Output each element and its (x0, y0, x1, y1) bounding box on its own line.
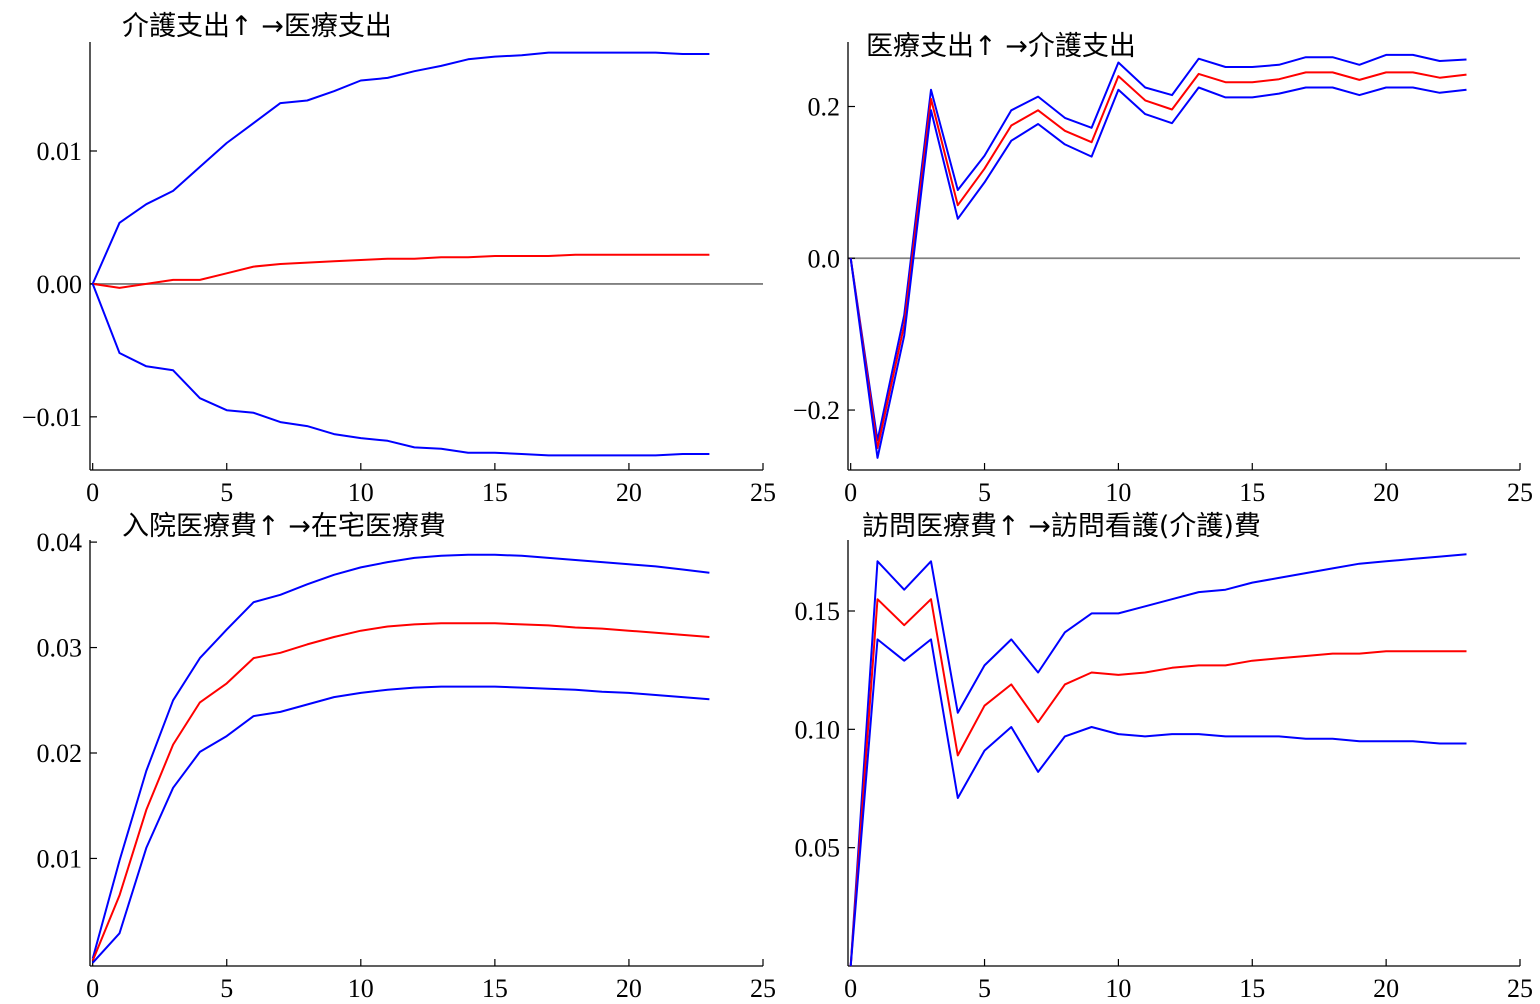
lower-band-line (91, 685, 710, 964)
y-tick-label: 0.02 (37, 739, 83, 768)
lower-band-line (849, 638, 1467, 967)
chart-title: 入院医療費↑ →在宅医療費 (122, 511, 446, 542)
x-tick-label: 25 (750, 974, 776, 1000)
x-tick-label: 25 (1507, 478, 1533, 507)
x-tick-label: 20 (616, 478, 642, 507)
x-tick-label: 10 (348, 478, 374, 507)
x-tick-label: 15 (1239, 478, 1265, 507)
x-tick-label: 5 (978, 974, 991, 1000)
x-tick-label: 0 (844, 478, 857, 507)
x-tick-label: 15 (482, 974, 508, 1000)
x-tick-label: 0 (844, 974, 857, 1000)
y-tick-label: 0.2 (808, 93, 841, 122)
y-tick-label: 0.01 (37, 844, 83, 873)
x-tick-label: 10 (348, 974, 374, 1000)
y-tick-label: 0.01 (37, 137, 83, 166)
lower-band-line (91, 283, 710, 457)
upper-band-line (849, 553, 1467, 967)
y-tick-label: 0.10 (795, 715, 841, 744)
point-estimate-line (849, 598, 1467, 967)
y-tick-label: 0.00 (37, 270, 83, 299)
x-tick-label: 15 (482, 478, 508, 507)
x-tick-label: 25 (750, 478, 776, 507)
upper-band-line (849, 53, 1467, 442)
y-tick-label: 0.0 (808, 244, 841, 273)
point-estimate-line (92, 253, 710, 289)
y-tick-label: 0.04 (37, 528, 83, 557)
y-tick-label: −0.2 (793, 396, 840, 425)
chart-title: 介護支出↑ →医療支出 (122, 11, 392, 42)
y-tick-label: −0.01 (22, 403, 82, 432)
x-tick-label: 0 (86, 974, 99, 1000)
lower-band-line (849, 86, 1467, 459)
point-estimate-line (91, 622, 710, 962)
y-tick-label: 0.05 (795, 834, 841, 863)
y-tick-label: 0.03 (37, 634, 83, 663)
x-tick-label: 20 (1373, 974, 1399, 1000)
chart-panel-1: 0 5 10 15 20 25 0.01 0.00 −0.01 介護支出↑ →医療支出 (22, 11, 776, 507)
x-tick-label: 10 (1105, 478, 1131, 507)
upper-band-line (91, 51, 710, 285)
x-tick-label: 25 (1507, 974, 1533, 1000)
x-tick-label: 20 (616, 974, 642, 1000)
chart-title: 訪問医療費↑ →訪問看護(介護)費 (862, 511, 1261, 542)
x-tick-label: 5 (978, 478, 991, 507)
x-tick-label: 5 (220, 974, 233, 1000)
chart-panel-2: 0 5 10 15 20 25 0.2 0.0 −0.2 医療支出↑ →介護支出 (793, 31, 1533, 507)
chart-panel-3: 0 5 10 15 20 25 0.04 0.03 0.02 0.01 入院医療費↑ →在宅医療費 (37, 511, 777, 1003)
x-tick-label: 0 (86, 478, 99, 507)
point-estimate-line (849, 71, 1467, 449)
x-tick-label: 20 (1373, 478, 1399, 507)
x-tick-label: 5 (220, 478, 233, 507)
x-tick-label: 10 (1105, 974, 1131, 1000)
chart-panel-4: 0 5 10 15 20 25 0.15 0.10 0.05 訪問医療費↑ →訪問看護(介護)費 (795, 511, 1534, 1003)
chart-title: 医療支出↑ →介護支出 (866, 31, 1136, 62)
upper-band-line (91, 553, 710, 959)
x-tick-label: 15 (1239, 974, 1265, 1000)
y-tick-label: 0.15 (795, 597, 841, 626)
